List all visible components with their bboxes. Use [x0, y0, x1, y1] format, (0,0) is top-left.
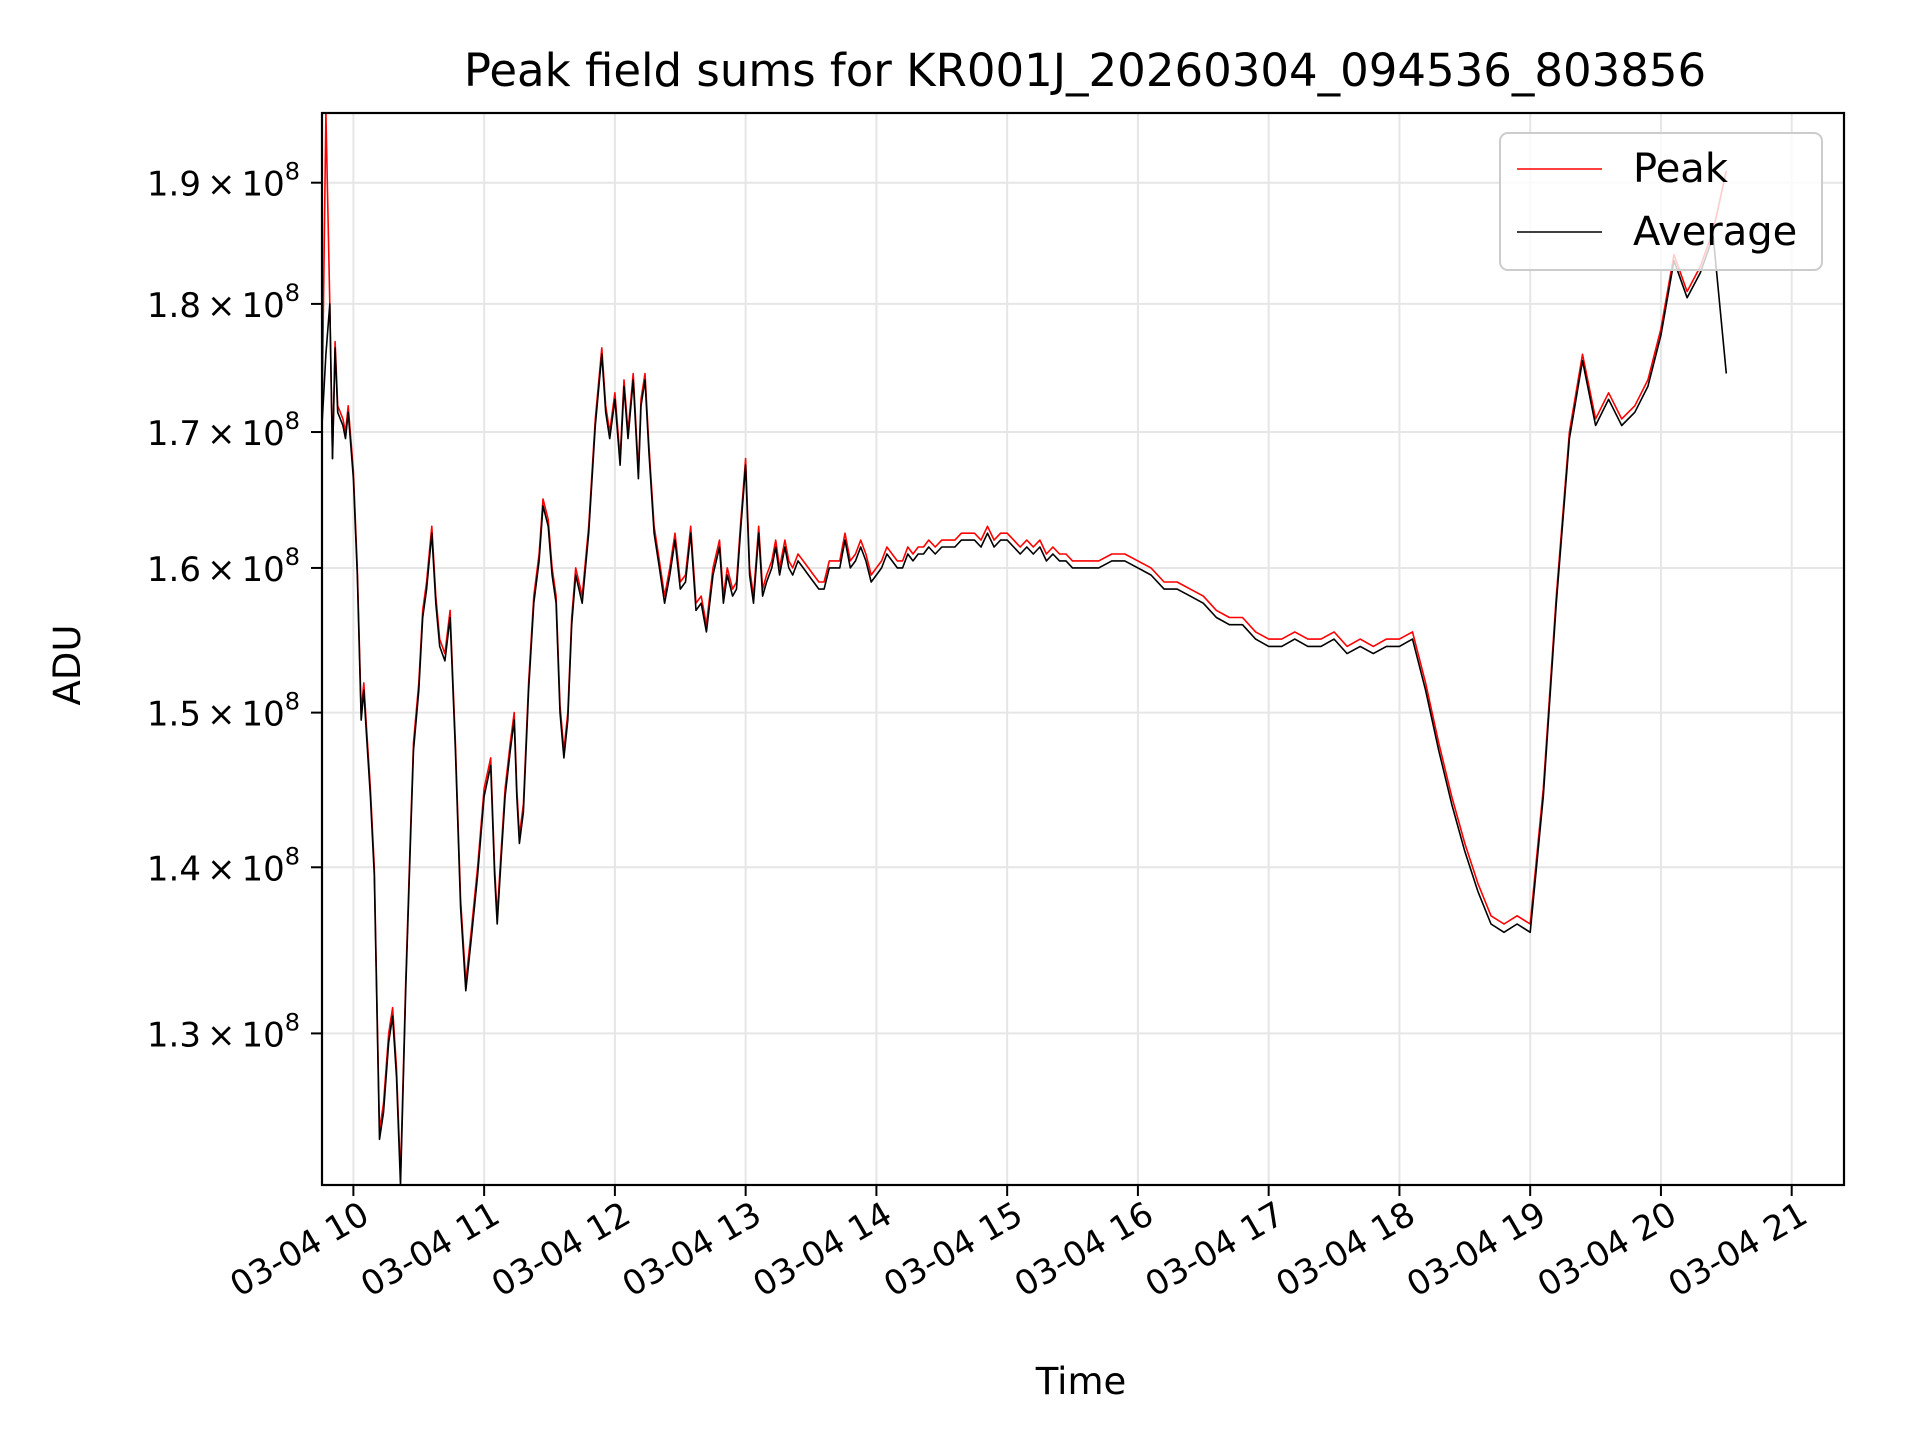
legend-box [1499, 132, 1823, 271]
y-tick-label: 1.9 × 108 [147, 158, 300, 205]
legend: Peak Average [1499, 132, 1823, 271]
y-tick-label: 1.6 × 108 [147, 543, 300, 590]
y-tick-label: 1.5 × 108 [147, 688, 300, 735]
y-tick-label: 1.4 × 108 [147, 842, 300, 889]
y-axis: 1.3 × 108 1.4 × 108 1.5 × 108 1.6 × 108 1.7 × 108 1.8 × 1… [147, 158, 322, 1055]
legend-label-average: Average [1633, 209, 1797, 255]
series-layer [321, 112, 1728, 1186]
y-tick-label: 1.7 × 108 [147, 407, 300, 454]
y-tick-label: 1.8 × 108 [147, 279, 300, 326]
y-tick-label: 1.3 × 108 [147, 1008, 300, 1055]
series-line-average [321, 235, 1728, 1186]
legend-label-peak: Peak [1633, 146, 1729, 192]
series-line-peak [321, 112, 1728, 1177]
plot-frame [320, 111, 1846, 1187]
y-axis-label: ADU [46, 625, 89, 706]
x-axis-label: Time [1035, 1360, 1127, 1403]
chart-title: Peak field sums for KR001J_20260304_0945… [464, 44, 1706, 97]
